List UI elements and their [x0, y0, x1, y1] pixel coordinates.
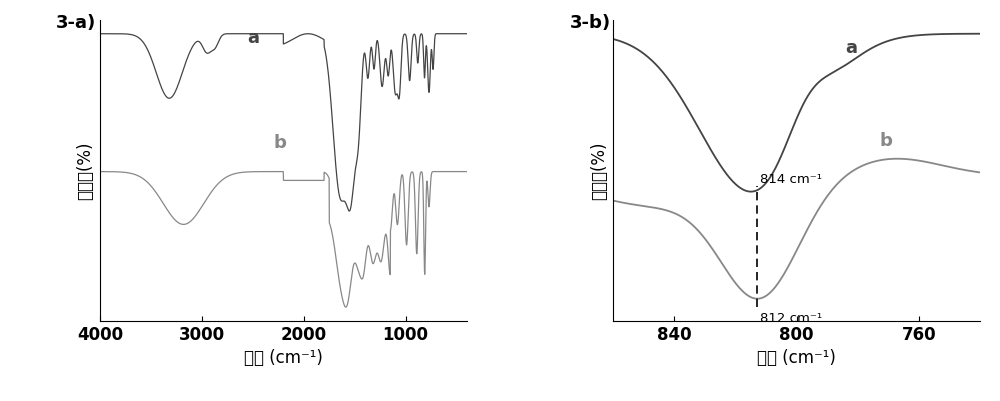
Text: 3-a): 3-a)	[56, 14, 96, 32]
Text: a: a	[248, 28, 260, 47]
Text: 812 cm⁻¹: 812 cm⁻¹	[760, 312, 822, 325]
Text: b: b	[879, 132, 892, 150]
Text: a: a	[846, 38, 858, 57]
Y-axis label: 透过率(%): 透过率(%)	[590, 141, 608, 200]
Text: 814 cm⁻¹: 814 cm⁻¹	[760, 172, 822, 186]
Text: b: b	[273, 134, 286, 152]
X-axis label: 波数 (cm⁻¹): 波数 (cm⁻¹)	[244, 349, 323, 367]
Y-axis label: 透过率(%): 透过率(%)	[76, 141, 94, 200]
Text: 3-b): 3-b)	[569, 14, 610, 32]
X-axis label: 波数 (cm⁻¹): 波数 (cm⁻¹)	[757, 349, 836, 367]
